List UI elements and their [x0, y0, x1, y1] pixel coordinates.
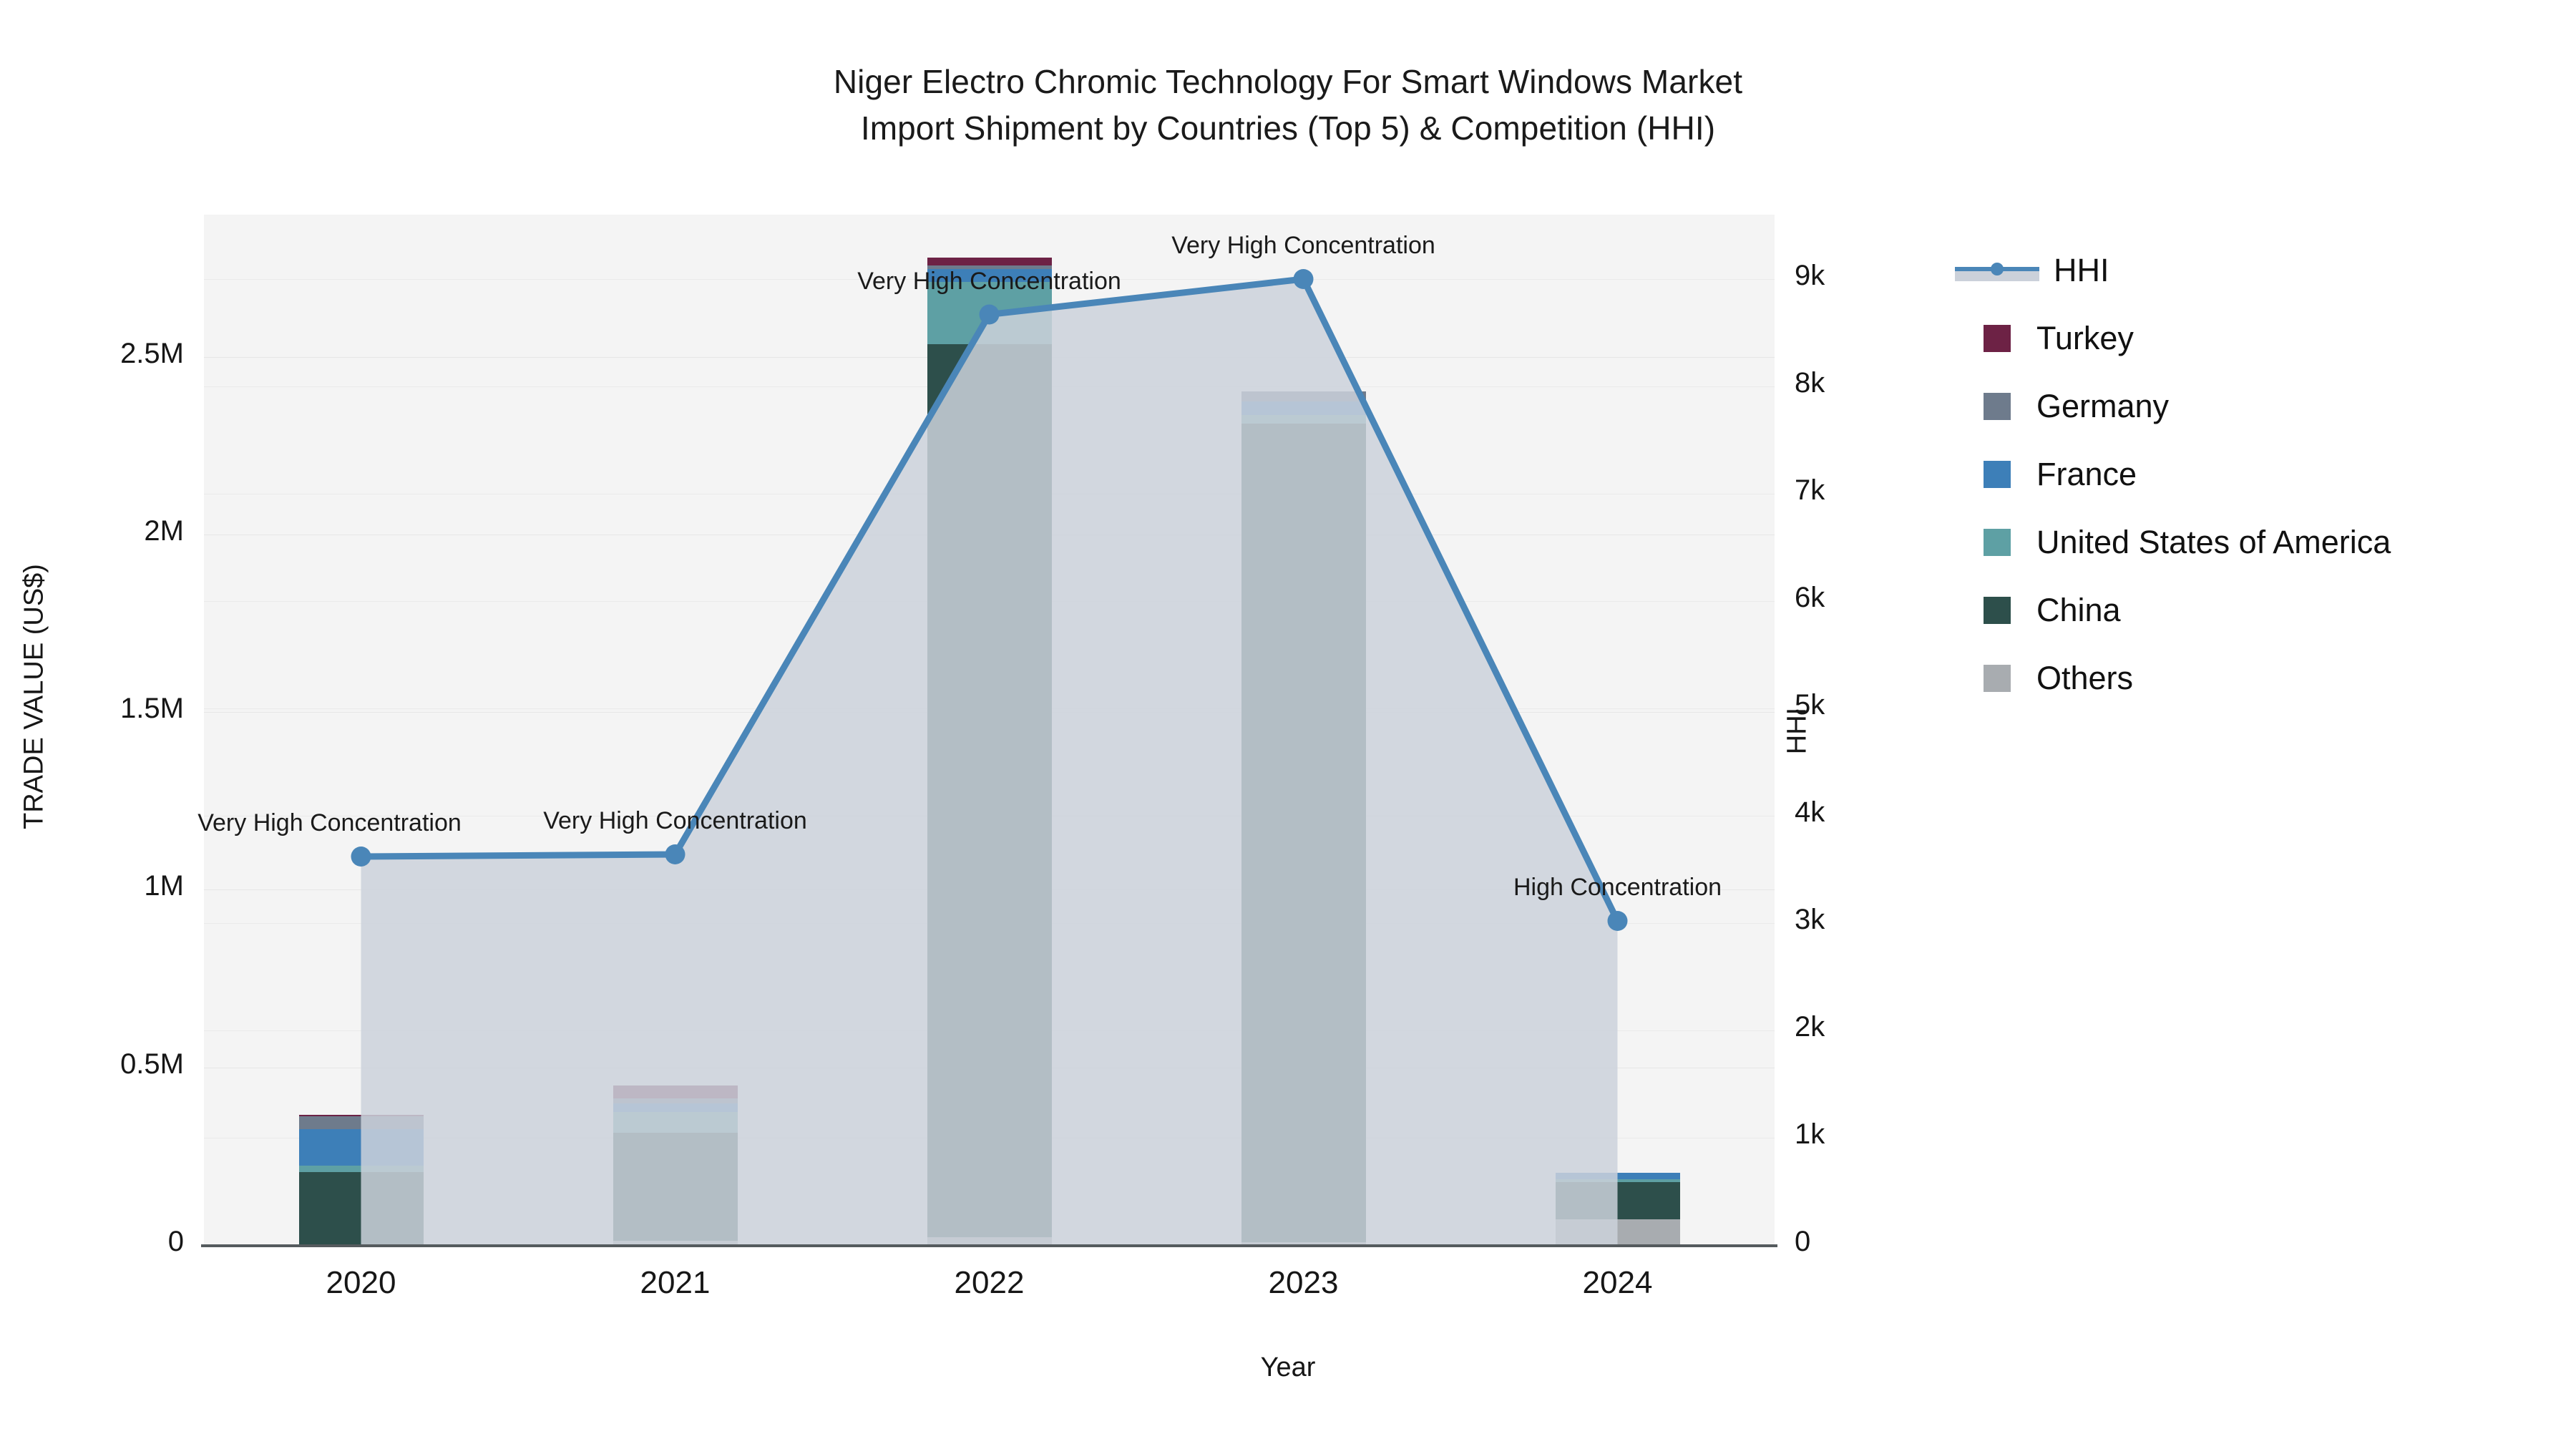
bar-stack [927, 257, 1052, 1245]
bar-segment [927, 257, 1052, 265]
x-tick-label: 2020 [326, 1265, 396, 1300]
legend-item-others[interactable]: Others [1953, 644, 2540, 712]
bar-segment [298, 1165, 424, 1173]
legend-color-swatch-icon [1984, 460, 2011, 488]
hhi-annotation: Very High Concentration [543, 807, 807, 834]
x-tick-label: 2023 [1268, 1265, 1339, 1300]
hhi-annotation: High Concentration [1513, 874, 1722, 901]
legend-color-swatch-icon [1984, 324, 2011, 352]
legend-color-swatch-icon [1984, 596, 2011, 624]
bar-segment [298, 1129, 424, 1166]
x-axis-line [201, 1244, 1777, 1247]
page-title: Niger Electro Chromic Technology For Sma… [833, 63, 1743, 100]
y-tick-label-right: 1k [1795, 1118, 1825, 1150]
y-tick-label-left: 0.5M [120, 1048, 184, 1080]
y-tick-label-right: 4k [1795, 796, 1825, 828]
legend-line-swatch-icon [1955, 260, 2039, 281]
y-tick-label-right: 9k [1795, 260, 1825, 291]
chart-subtitle: Import Shipment by Countries (Top 5) & C… [860, 109, 1716, 147]
y-axis-label-left: TRADE VALUE (US$) [19, 564, 49, 829]
legend-color-swatch-icon [1984, 664, 2011, 692]
y-tick-label-left: 2M [144, 514, 184, 547]
x-axis-label: Year [1260, 1352, 1316, 1382]
y-tick-label-right: 7k [1795, 474, 1825, 506]
bar-segment [613, 1098, 738, 1104]
bar-segment [613, 1085, 738, 1099]
x-tick-label: 2021 [640, 1265, 711, 1300]
x-tick-label: 2022 [954, 1265, 1025, 1300]
bar-stack [298, 1114, 424, 1245]
chart-title-block: Niger Electro Chromic Technology For Sma… [0, 59, 2576, 152]
bar-segment [1555, 1172, 1680, 1179]
legend-item-china[interactable]: China [1953, 576, 2540, 644]
legend-item-united-states-of-america[interactable]: United States of America [1953, 508, 2540, 576]
bar-segment [613, 1111, 738, 1133]
hhi-annotation: Very High Concentration [197, 809, 462, 836]
bar-segment [298, 1116, 424, 1130]
hhi-annotation: Very High Concentration [857, 267, 1121, 295]
y-tick-label-left: 1M [144, 870, 184, 902]
legend-item-hhi[interactable]: HHI [1953, 236, 2540, 304]
bar-segment [1241, 391, 1366, 401]
legend-item-label: France [2036, 455, 2137, 492]
legend-item-label: Others [2036, 659, 2134, 696]
y-axis-label-right: HHI [1782, 707, 1813, 755]
bar-segment [927, 265, 1052, 269]
y-tick-label-right: 8k [1795, 367, 1825, 399]
bar-segment [613, 1133, 738, 1241]
legend-item-label: Turkey [2036, 319, 2134, 356]
legend-item-france[interactable]: France [1953, 440, 2540, 508]
bar-stack [1555, 1172, 1680, 1245]
legend-item-label: China [2036, 591, 2121, 628]
y-tick-label-left: 1.5M [120, 693, 184, 725]
bar-stack [1241, 391, 1366, 1245]
x-tick-label: 2024 [1582, 1265, 1653, 1300]
chart-legend: HHI Turkey Germany France United States of A… [1953, 236, 2540, 712]
bar-stack [613, 1085, 738, 1245]
bar-segment [298, 1114, 424, 1116]
bar-segment [1555, 1179, 1680, 1183]
legend-item-label: HHI [2054, 251, 2109, 288]
legend-item-turkey[interactable]: Turkey [1953, 304, 2540, 372]
hhi-annotation: Very High Concentration [1171, 232, 1435, 259]
y-tick-label-right: 0 [1795, 1226, 1811, 1257]
bar-segment [613, 1103, 738, 1112]
legend-color-swatch-icon [1984, 528, 2011, 556]
legend-area-fill [1955, 270, 2039, 281]
y-tick-label-right: 2k [1795, 1011, 1825, 1043]
bar-segment [1241, 424, 1366, 1242]
legend-item-label: United States of America [2036, 523, 2391, 560]
y-tick-label-right: 3k [1795, 904, 1825, 935]
stacked-bars [204, 215, 1775, 1245]
legend-color-swatch-icon [1984, 392, 2011, 420]
legend-item-label: Germany [2036, 387, 2170, 424]
bar-segment [1555, 1182, 1680, 1220]
bar-segment [1241, 401, 1366, 415]
legend-line-marker [1991, 262, 2004, 275]
legend-item-germany[interactable]: Germany [1953, 372, 2540, 440]
y-tick-label-left: 2.5M [120, 337, 184, 369]
y-tick-label-left: 0 [167, 1226, 184, 1257]
bar-segment [1555, 1219, 1680, 1245]
bar-segment [927, 343, 1052, 1237]
bar-segment [298, 1172, 424, 1245]
y-tick-label-right: 5k [1795, 689, 1825, 721]
y-tick-label-right: 6k [1795, 582, 1825, 613]
bar-segment [1241, 414, 1366, 424]
